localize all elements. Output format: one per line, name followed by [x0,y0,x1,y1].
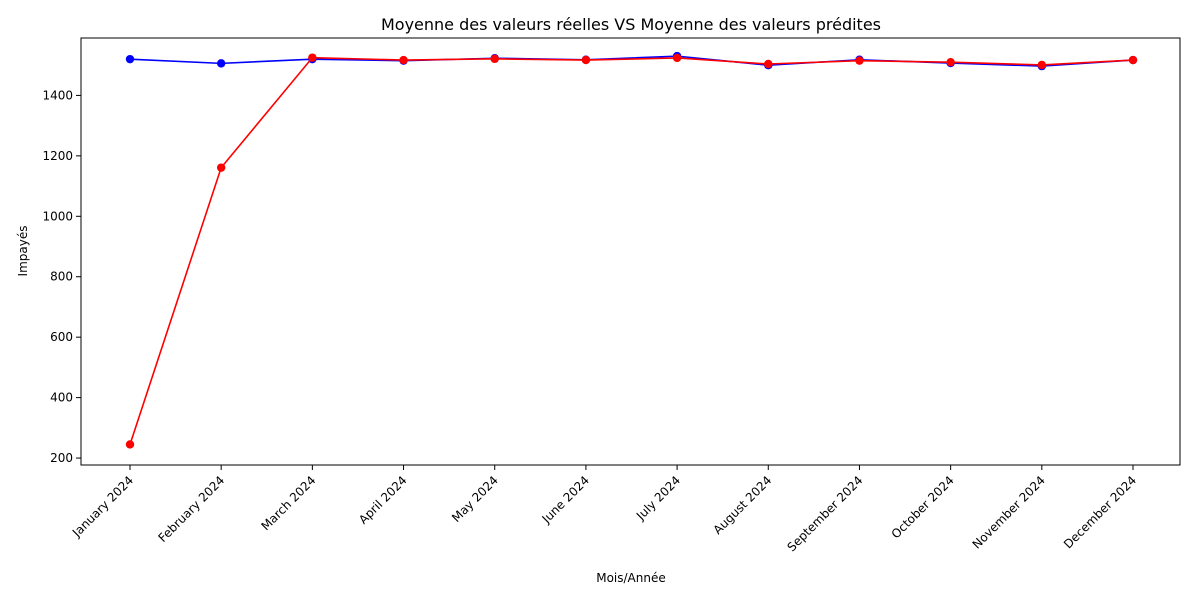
x-tick-label: May 2024 [449,473,501,525]
x-tick-label: October 2024 [889,473,957,541]
y-tick-label: 1200 [42,149,73,163]
data-point [1037,60,1047,70]
data-point [490,54,499,64]
x-tick-label: August 2024 [711,473,775,537]
x-tick-label: July 2024 [633,473,683,523]
data-point [399,55,408,65]
x-tick-label: March 2024 [258,473,318,533]
y-tick-label: 1000 [42,209,73,223]
plot-frame [80,37,1181,466]
data-point [125,440,135,449]
x-tick-label: April 2024 [356,473,410,527]
x-tick-label: September 2024 [784,473,865,554]
x-axis-label: Mois/Année [596,571,666,585]
data-point [216,163,226,172]
series-line [129,56,1134,445]
y-tick-label: 800 [50,270,73,284]
x-tick-label: June 2024 [539,473,592,526]
y-tick-label: 600 [50,330,73,344]
data-point [672,53,682,63]
data-point [308,53,317,62]
data-point [764,59,773,69]
y-tick-label: 400 [50,391,73,405]
y-tick-label: 1400 [42,88,73,102]
data-point [946,57,955,67]
y-tick-label: 200 [50,451,73,465]
chart-title: Moyenne des valeurs réelles VS Moyenne d… [381,15,881,34]
series-line [129,55,1134,67]
x-tick-label: January 2024 [69,473,136,540]
x-tick-label: November 2024 [970,473,1048,551]
data-point [855,56,864,65]
data-point [216,59,226,68]
x-tick-label: February 2024 [156,473,228,545]
series-2 [125,53,1138,449]
y-axis-label: Impayés [16,226,30,277]
series-1 [125,51,1138,71]
data-point [125,54,135,64]
x-tick-label: December 2024 [1061,473,1139,551]
data-point [581,55,591,65]
data-point [1128,55,1138,65]
